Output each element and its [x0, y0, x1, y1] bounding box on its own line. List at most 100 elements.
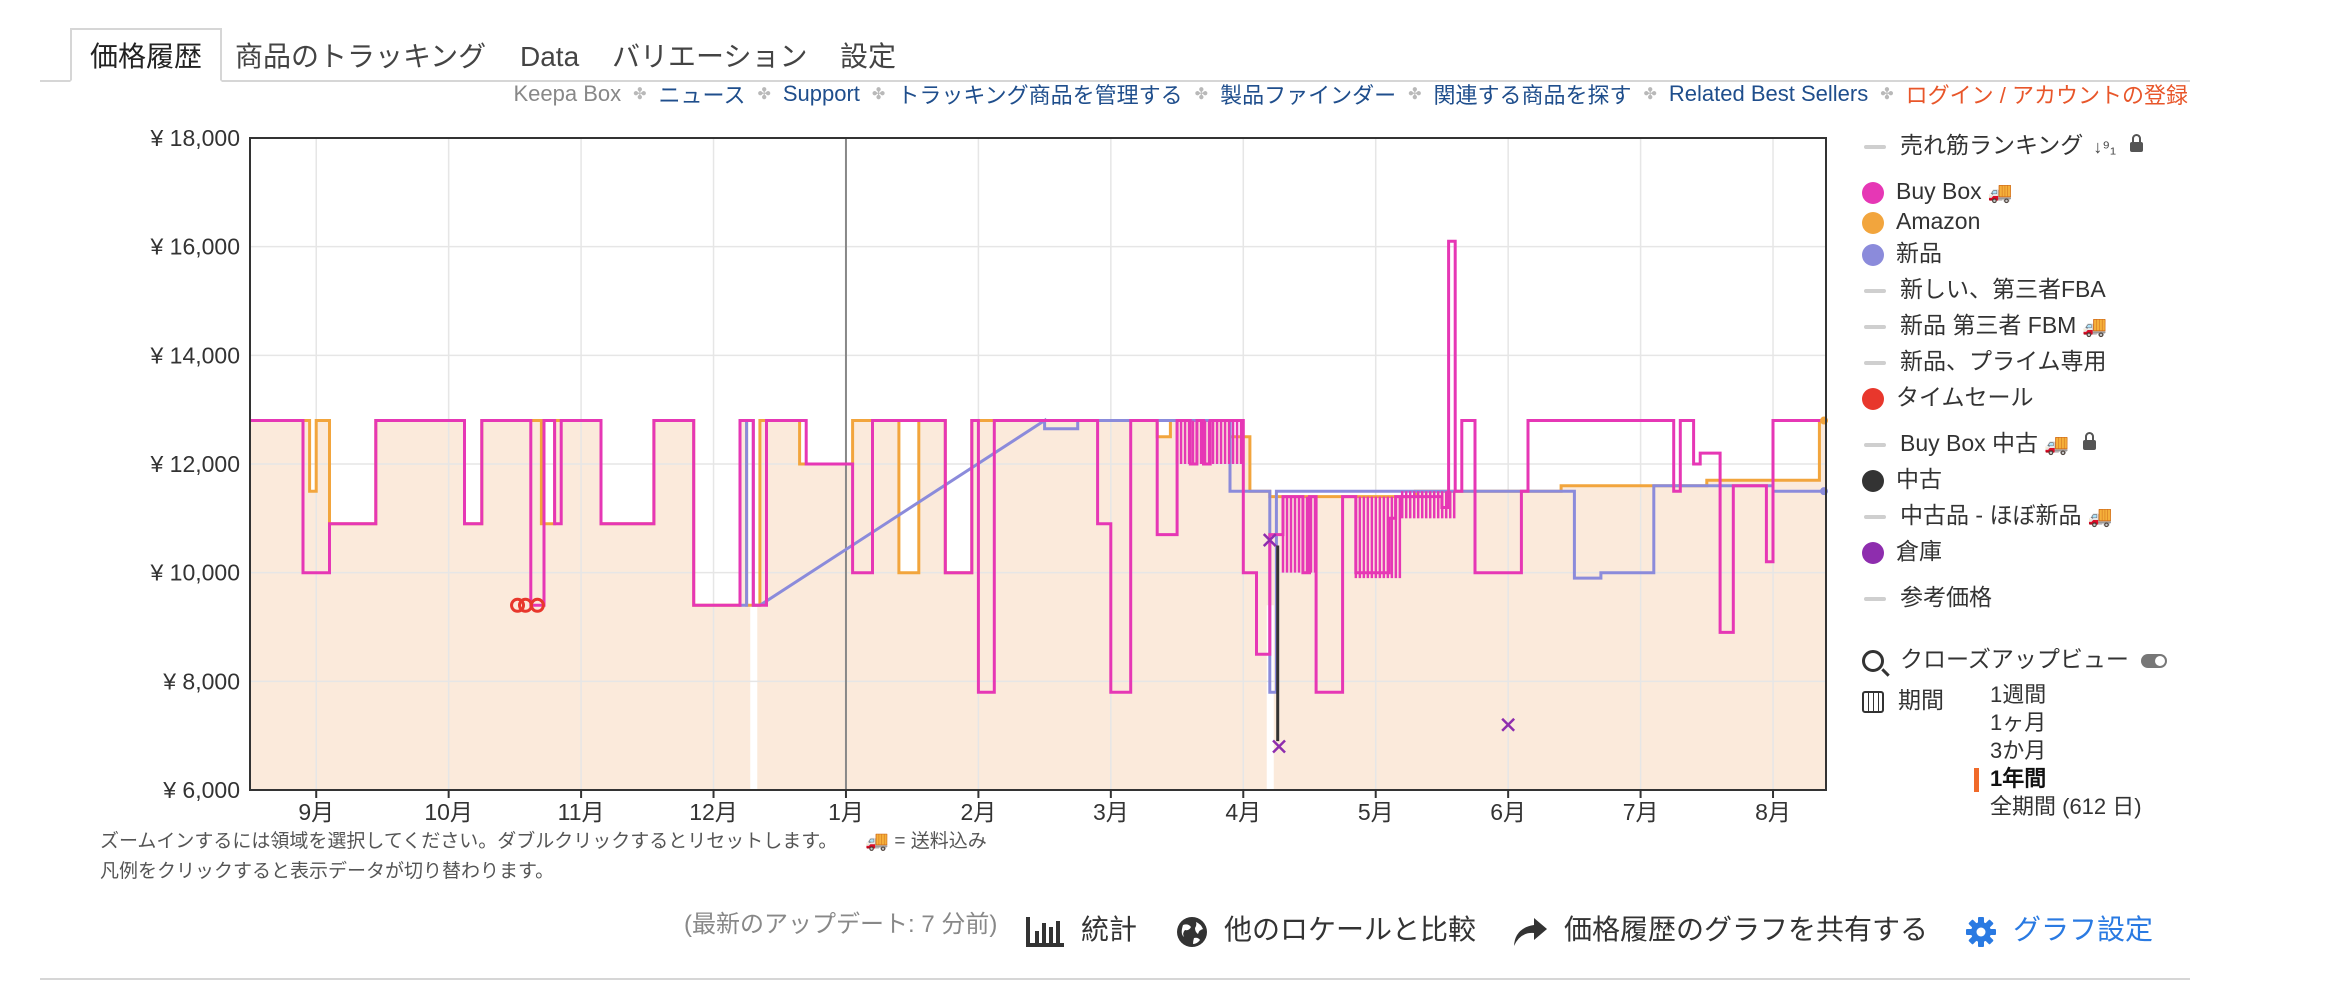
separator-icon: ✤ [871, 86, 886, 103]
legend-list-price[interactable]: 参考価格 [1862, 582, 1992, 612]
marker-倉庫 [1262, 533, 1277, 547]
dense-band-Buy Box [1400, 491, 1456, 519]
legend-third-party-fbm[interactable]: 新品 第三者 FBM 🚚 [1862, 310, 2107, 340]
legend-buy-box[interactable]: Buy Box 🚚 [1862, 176, 2013, 206]
legend-dot-marker [1862, 469, 1884, 492]
separator-icon: ✤ [1194, 86, 1209, 103]
y-tick-label: ¥ 12,000 [149, 451, 240, 477]
toggle-icon[interactable] [2140, 653, 2167, 668]
login-link[interactable]: ログイン / アカウントの登録 [1905, 83, 2188, 108]
separator-icon: ✤ [1408, 86, 1422, 103]
period-label: 期間 [1898, 687, 1944, 713]
legend-label: Buy Box [1896, 178, 1982, 204]
truck-icon: 🚚 [2044, 434, 2069, 456]
legend-lightning-deal[interactable]: タイムセール [1862, 382, 2034, 412]
legend-third-party-fba[interactable]: 新しい、第三者FBA [1862, 274, 2106, 304]
zoom-hint: ズームインするには領域を選択してください。ダブルクリックするとリセットします。 🚚… [100, 826, 987, 853]
legend-used-like-new[interactable]: 中古品 - ほぼ新品 🚚 [1862, 500, 2112, 530]
x-tick-label: 11月 [558, 799, 605, 825]
bar-chart-icon [1026, 916, 1064, 947]
zoom-hint-text: ズームインするには領域を選択してください。ダブルクリックするとリセットします。 [100, 831, 838, 852]
dense-band-Buy Box [1354, 496, 1402, 579]
compare-label: 他のロケールと比較 [1224, 914, 1477, 945]
x-tick-label: 9月 [298, 799, 334, 825]
legend-label: 新品 第三者 FBM [1900, 312, 2077, 338]
legend-line-marker [1864, 288, 1886, 293]
period-1-week[interactable]: 1週間 [1990, 682, 2047, 707]
legend-amazon[interactable]: Amazon [1862, 206, 1980, 236]
tab-variations[interactable]: バリエーション [612, 41, 808, 72]
related-products-link[interactable]: 関連する商品を探す [1433, 83, 1632, 108]
truck-icon: 🚚 [1987, 182, 2013, 204]
data-gap [1266, 605, 1274, 790]
support-link[interactable]: Support [782, 81, 860, 106]
legend-label: 新しい、第三者FBA [1900, 276, 2106, 302]
separator-icon: ✤ [633, 86, 647, 103]
compare-locales-button[interactable]: 他のロケールと比較 [1176, 908, 1476, 948]
tab-product-tracking[interactable]: 商品のトラッキング [235, 41, 487, 72]
share-label: 価格履歴のグラフを共有する [1564, 914, 1929, 945]
legend-label: Amazon [1896, 208, 1981, 234]
legend-prime-exclusive[interactable]: 新品、プライム専用 [1862, 346, 2107, 376]
period-1-year[interactable]: 1年間 [1974, 765, 2142, 793]
legend-label: 新品 [1896, 240, 1942, 266]
tab-settings[interactable]: 設定 [840, 41, 897, 72]
legend-label: タイムセール [1896, 384, 2034, 410]
data-gap [750, 605, 758, 790]
tab-price-history[interactable]: 価格履歴 [70, 28, 223, 82]
marker-倉庫 [1501, 717, 1516, 732]
closeup-view-toggle[interactable]: クローズアップビュー [1862, 640, 2167, 674]
period-options: 1週間 1ヶ月 3か月 1年間 全期間 (612 日) [1974, 681, 2142, 821]
legend-dot-marker [1862, 243, 1884, 266]
legend-dot-marker [1862, 211, 1884, 234]
share-graph-button[interactable]: 価格履歴のグラフを共有する [1512, 908, 1928, 948]
separator-icon: ✤ [757, 86, 771, 103]
x-tick-label: 1月 [828, 799, 864, 825]
dense-band-Buy Box [1175, 420, 1243, 464]
statistics-button[interactable]: 統計 [1025, 908, 1137, 948]
legend-new[interactable]: 新品 [1862, 238, 1942, 268]
legend-warehouse[interactable]: 倉庫 [1862, 536, 1942, 566]
legend-line-marker [1864, 596, 1886, 601]
legend-line-marker [1864, 360, 1886, 365]
product-finder-link[interactable]: 製品ファインダー [1220, 83, 1397, 108]
legend-label: 中古品 - ほぼ新品 [1900, 502, 2082, 528]
legend-dot-marker [1862, 387, 1884, 410]
news-link[interactable]: ニュース [658, 83, 746, 108]
globe-icon [1177, 916, 1207, 947]
y-tick-label: ¥ 14,000 [149, 342, 240, 368]
manage-tracking-link[interactable]: トラッキング商品を管理する [897, 83, 1183, 108]
y-tick-label: ¥ 6,000 [162, 777, 240, 803]
lock-icon [2130, 133, 2144, 152]
x-tick-label: 5月 [1358, 799, 1394, 825]
sort-icon[interactable]: ↓⁹₁ [2093, 136, 2117, 157]
period-all[interactable]: 全期間 (612 日) [1990, 794, 2142, 819]
graph-settings-button[interactable]: グラフ設定 [1965, 908, 2153, 948]
marker-タイムセール [529, 597, 545, 613]
plot-frame [249, 137, 1827, 791]
separator-icon: ✤ [1880, 86, 1894, 103]
legend-dot-marker [1862, 541, 1884, 564]
tab-data[interactable]: Data [520, 41, 580, 72]
tab-bar: 価格履歴 商品のトラッキング Data バリエーション 設定 [40, 28, 2190, 82]
legend-dot-marker [1862, 181, 1884, 204]
shipping-note: 🚚 = 送料込み [865, 831, 987, 852]
amazon-area [250, 420, 1826, 790]
legend-label: 中古 [1896, 466, 1942, 492]
related-best-sellers-link[interactable]: Related Best Sellers [1668, 81, 1869, 106]
period-3-months[interactable]: 3か月 [1990, 738, 2047, 763]
bottom-divider [40, 978, 2190, 980]
legend-sales-rank[interactable]: 売れ筋ランキング ↓⁹₁ [1862, 130, 2144, 160]
period-1-month[interactable]: 1ヶ月 [1990, 710, 2047, 735]
legend-used[interactable]: 中古 [1862, 464, 1942, 494]
search-icon [1862, 649, 1884, 672]
x-tick-label: 7月 [1623, 799, 1659, 825]
truck-icon: 🚚 [2087, 506, 2113, 528]
x-tick-label: 4月 [1225, 799, 1261, 825]
calendar-icon [1862, 690, 1884, 713]
legend-hint: 凡例をクリックすると表示データが切り替わります。 [100, 861, 555, 882]
gear-icon [1966, 916, 1996, 947]
legend-line-marker [1864, 442, 1886, 447]
legend-buy-box-used[interactable]: Buy Box 中古 🚚 [1862, 428, 2096, 458]
